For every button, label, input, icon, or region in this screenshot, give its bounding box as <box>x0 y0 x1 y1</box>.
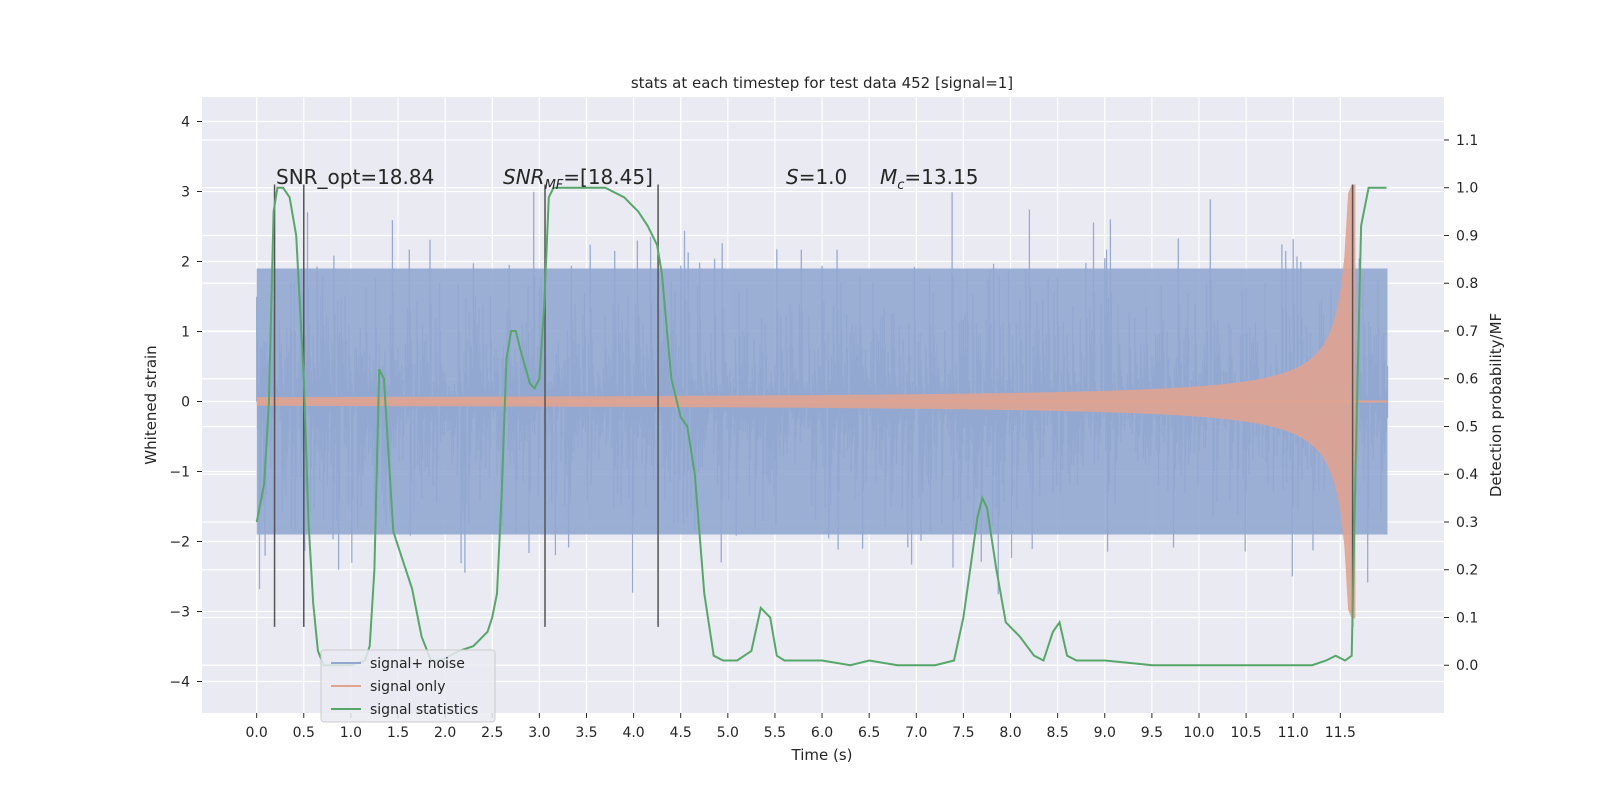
y-axis-label: Whitened strain <box>142 345 160 464</box>
x-tick-label: 8.0 <box>999 725 1021 741</box>
x-tick-label: 5.0 <box>717 725 739 741</box>
x-tick-label: 6.0 <box>811 725 833 741</box>
annotation-snr-mf-value: =[18.45] <box>563 165 653 189</box>
y-tick-label: −1 <box>169 465 190 481</box>
annotation-mc-subscript: c <box>897 178 904 193</box>
y-tick-label: 1 <box>181 325 190 341</box>
x-tick-label: 1.5 <box>387 725 409 741</box>
x-tick-label: 5.5 <box>764 725 786 741</box>
x-tick-label: 8.5 <box>1047 725 1069 741</box>
signal-statistics-line <box>255 186 1387 667</box>
y2-tick-label: 0.8 <box>1456 276 1478 292</box>
x-tick-label: 0.0 <box>246 725 268 741</box>
x-axis-label: Time (s) <box>791 746 853 764</box>
y2-tick-label: 0.5 <box>1456 419 1478 435</box>
x-tick-label: 0.5 <box>293 725 315 741</box>
legend-label-signal-statistics: signal statistics <box>370 702 478 718</box>
signal-only-series <box>256 184 1388 682</box>
y2-tick-label: 0.1 <box>1456 610 1478 626</box>
x-tick-label: 4.5 <box>670 725 692 741</box>
chart-title: stats at each timestep for test data 452… <box>631 74 1013 92</box>
x-tick-label: 6.5 <box>858 725 880 741</box>
y-tick-label: −2 <box>169 535 190 551</box>
x-tick-label: 2.0 <box>434 725 456 741</box>
signal-statistics-series <box>255 186 1387 667</box>
y2-axis-label: Detection probability/MF <box>1487 313 1505 497</box>
y-tick-label: −3 <box>169 605 190 621</box>
y2-tick-label: 0.2 <box>1456 563 1478 579</box>
y2-tick-label: 0.7 <box>1456 324 1478 340</box>
annotation-s-value: =1.0 <box>799 165 848 189</box>
y2-tick-label: 0.0 <box>1456 658 1478 674</box>
y-tick-label: 0 <box>181 395 190 411</box>
annotation-snr-mf-subscript: MF <box>545 178 564 193</box>
x-tick-label: 3.0 <box>528 725 550 741</box>
x-tick-label: 9.0 <box>1094 725 1116 741</box>
y-tick-label: −4 <box>169 675 190 691</box>
annotation-mc: Mc=13.15 <box>880 165 978 193</box>
annotation-snr-mf: SNRMF=[18.45] <box>503 165 653 193</box>
annotation-snr-opt: SNR_opt=18.84 <box>276 165 434 189</box>
annotation-s-symbol: S <box>786 165 799 189</box>
legend-label-signal-only: signal only <box>370 679 445 695</box>
legend-box <box>320 649 496 723</box>
annotation-mc-value: =13.15 <box>904 165 978 189</box>
x-tick-label: 2.5 <box>481 725 503 741</box>
y2-tick-label: 1.0 <box>1456 181 1478 197</box>
x-tick-label: 11.0 <box>1278 725 1309 741</box>
annotation-mc-symbol: M <box>880 165 897 189</box>
legend-label-signal-noise: signal+ noise <box>370 656 465 672</box>
x-tick-label: 1.0 <box>340 725 362 741</box>
y2-tick-label: 0.3 <box>1456 515 1478 531</box>
x-tick-label: 4.0 <box>622 725 644 741</box>
annotation-snr-mf-symbol: SNR <box>503 165 545 189</box>
y-tick-label: 3 <box>181 185 190 201</box>
x-tick-label: 7.0 <box>905 725 927 741</box>
annotation-s: S=1.0 <box>786 165 847 189</box>
x-tick-label: 7.5 <box>952 725 974 741</box>
y2-tick-label: 1.1 <box>1456 133 1478 149</box>
y-tick-label: 2 <box>181 255 190 271</box>
x-tick-label: 10.0 <box>1183 725 1214 741</box>
x-tick-label: 11.5 <box>1325 725 1356 741</box>
y-tick-label: 4 <box>181 115 190 131</box>
legend: signal+ noise signal only signal statist… <box>320 649 496 723</box>
y2-tick-label: 0.9 <box>1456 228 1478 244</box>
y2-tick-label: 0.6 <box>1456 372 1478 388</box>
x-tick-label: 10.5 <box>1231 725 1262 741</box>
y2-tick-label: 0.4 <box>1456 467 1478 483</box>
x-tick-label: 9.5 <box>1141 725 1163 741</box>
x-tick-label: 3.5 <box>575 725 597 741</box>
axes: 0.0 0.5 1.0 1.5 2.0 2.5 3.0 3.5 4.0 4.5 5.0 5.5 6.0 6… <box>169 115 1478 742</box>
